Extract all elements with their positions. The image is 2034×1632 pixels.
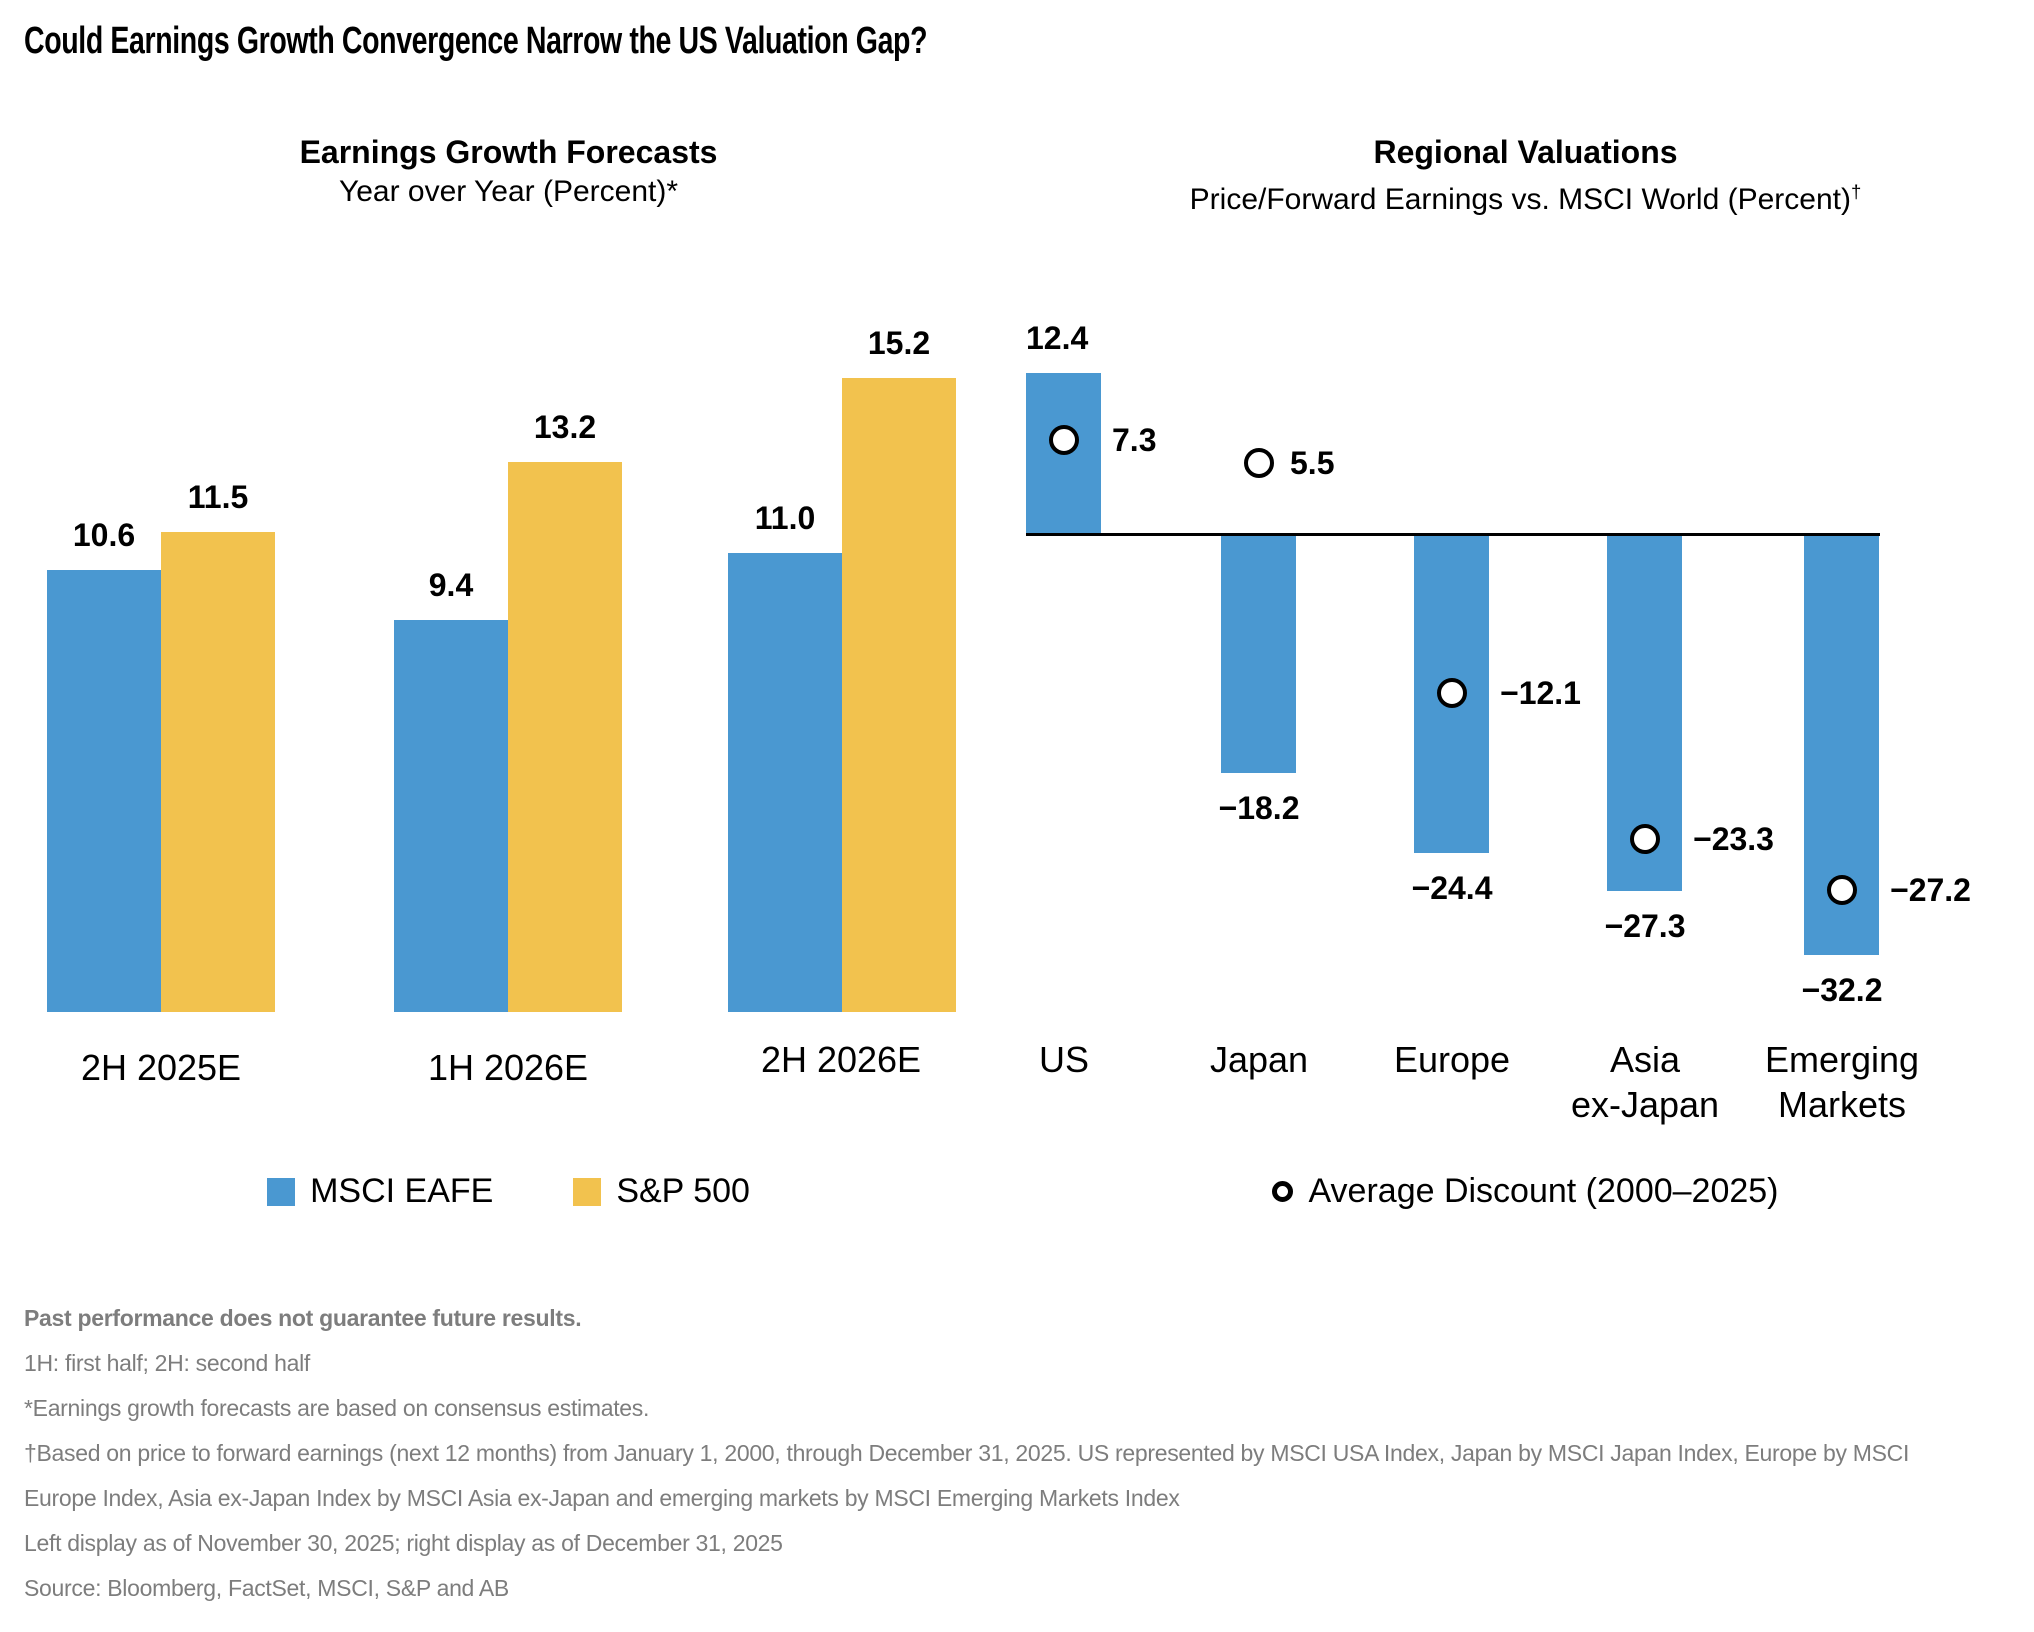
- left-chart-title: Earnings Growth Forecasts: [299, 134, 718, 170]
- x-axis-label-2h-2025e: 2H 2025E: [80, 1047, 242, 1088]
- legend-label-average-discount: Average Discount (2000–2025): [1308, 1172, 1779, 1210]
- x-axis-label-europe: Europe: [1393, 1039, 1511, 1080]
- bar-value-label-s-p-500-2h-2026e: 15.2: [867, 325, 931, 361]
- left-chart-subtitle: Year over Year (Percent)*: [338, 175, 679, 208]
- bar-value-label-s-p-500-1h-2026e: 13.2: [533, 409, 597, 445]
- bar-value-label-asia-ex-japan: −27.3: [1604, 908, 1686, 944]
- avg-discount-marker-japan: [1244, 448, 1274, 478]
- bar-s-p-500-2h-2026e: [842, 378, 956, 1012]
- bar-value-label-msci-eafe-1h-2026e: 9.4: [428, 567, 474, 603]
- msci-eafe-swatch-icon: [267, 1177, 296, 1206]
- bar-japan: [1221, 535, 1296, 773]
- right-chart-legend: Average Discount (2000–2025): [1017, 1172, 2034, 1211]
- bar-value-label-europe: −24.4: [1411, 870, 1493, 906]
- avg-discount-marker-europe: [1437, 678, 1467, 708]
- marker-value-label-asia-ex-japan: −23.3: [1693, 821, 1774, 857]
- footnote-display-dates: Left display as of November 30, 2025; ri…: [24, 1530, 783, 1556]
- footnote-dagger-line1: †Based on price to forward earnings (nex…: [24, 1440, 1910, 1466]
- footnote-half-definitions: 1H: first half; 2H: second half: [24, 1350, 311, 1376]
- bar-msci-eafe-1h-2026e: [394, 620, 508, 1012]
- avg-discount-marker-asia-ex-japan: [1630, 824, 1660, 854]
- x-axis-label-us: US: [1038, 1039, 1089, 1080]
- bar-value-label-emerging-markets: −32.2: [1801, 972, 1883, 1008]
- right-chart-subtitle: Price/Forward Earnings vs. MSCI World (P…: [1017, 172, 2034, 220]
- page-title: Could Earnings Growth Convergence Narrow…: [24, 20, 928, 62]
- right-chart-header: Regional Valuations Price/Forward Earnin…: [1017, 132, 2034, 220]
- marker-value-label-europe: −12.1: [1500, 675, 1581, 711]
- open-circle-marker-icon: [1272, 1181, 1294, 1202]
- legend-item-average-discount: Average Discount (2000–2025): [1272, 1172, 1779, 1211]
- legend-label-msci-eafe: MSCI EAFE: [310, 1172, 494, 1210]
- bar-value-label-msci-eafe-2h-2025e: 10.6: [72, 517, 136, 553]
- bar-msci-eafe-2h-2025e: [47, 570, 161, 1012]
- bar-value-label-us: 12.4: [1026, 320, 1089, 356]
- legend-item-sp500: S&P 500: [573, 1172, 750, 1211]
- footnote-past-performance: Past performance does not guarantee futu…: [24, 1305, 582, 1331]
- footnote-source: Source: Bloomberg, FactSet, MSCI, S&P an…: [24, 1575, 509, 1601]
- footnote-dagger-line2: Europe Index, Asia ex-Japan Index by MSC…: [24, 1485, 1180, 1511]
- zero-axis-line: [1026, 533, 1880, 536]
- legend-item-msci-eafe: MSCI EAFE: [267, 1172, 493, 1211]
- right-chart-subtitle-text: Price/Forward Earnings vs. MSCI World (P…: [1189, 183, 1851, 216]
- x-axis-label-1h-2026e: 1H 2026E: [427, 1047, 589, 1088]
- left-chart-legend: MSCI EAFE S&P 500: [0, 1172, 1017, 1211]
- avg-discount-marker-emerging-markets: [1827, 875, 1857, 905]
- avg-discount-marker-us: [1049, 425, 1079, 455]
- bar-value-label-msci-eafe-2h-2026e: 11.0: [754, 500, 816, 536]
- x-axis-label-2h-2026e: 2H 2026E: [760, 1039, 922, 1080]
- bar-value-label-japan: −18.2: [1218, 790, 1300, 826]
- bar-value-label-s-p-500-2h-2025e: 11.5: [187, 479, 249, 515]
- x-axis-label-japan: Japan: [1209, 1039, 1309, 1080]
- bar-msci-eafe-2h-2026e: [728, 553, 842, 1012]
- marker-value-label-emerging-markets: −27.2: [1890, 872, 1971, 908]
- x-axis-label-asia-ex-japan: Asia ex-Japan: [1570, 1039, 1720, 1125]
- marker-value-label-japan: 5.5: [1290, 445, 1335, 481]
- legend-label-sp500: S&P 500: [616, 1172, 750, 1210]
- x-axis-label-emerging-markets: Emerging Markets: [1764, 1039, 1920, 1125]
- sp500-swatch-icon: [573, 1177, 602, 1206]
- bar-s-p-500-2h-2025e: [161, 532, 275, 1012]
- left-chart-header: Earnings Growth Forecasts Year over Year…: [0, 132, 1017, 212]
- footnote-consensus-estimates: *Earnings growth forecasts are based on …: [24, 1395, 650, 1421]
- marker-value-label-us: 7.3: [1112, 422, 1157, 458]
- dagger-superscript: †: [1850, 181, 1862, 202]
- right-chart-title: Regional Valuations: [1373, 134, 1678, 170]
- bar-s-p-500-1h-2026e: [508, 462, 622, 1012]
- footnotes: Past performance does not guarantee futu…: [24, 1296, 2024, 1611]
